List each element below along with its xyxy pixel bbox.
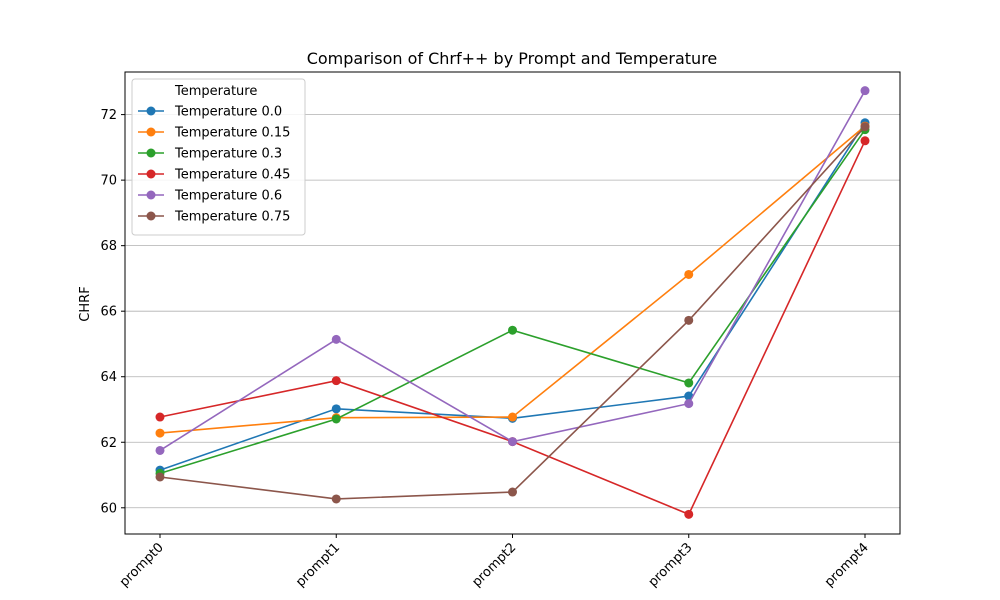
series-4 [155, 86, 870, 455]
y-axis-label: CHRF [78, 286, 93, 321]
legend-label: Temperature 0.45 [174, 168, 290, 183]
legend-item: Temperature 0.6 [138, 189, 282, 204]
data-point [684, 378, 694, 388]
data-point [508, 437, 517, 447]
legend-label: Temperature 0.0 [174, 105, 282, 120]
data-point [860, 136, 870, 146]
legend: Temperature Temperature 0.0 Temperature 0.… [131, 78, 306, 236]
x-tick-label: prompt1 [293, 540, 343, 590]
data-point [860, 86, 870, 96]
legend-item: Temperature 0.3 [138, 147, 282, 162]
legend-item: Temperature 0.15 [138, 126, 290, 141]
x-tick-label: prompt4 [822, 540, 872, 590]
x-tick-label: prompt2 [469, 540, 519, 590]
data-point [860, 122, 870, 132]
data-point [684, 399, 694, 409]
y-tick-label: 60 [100, 501, 117, 516]
legend-label: Temperature 0.75 [174, 210, 290, 225]
x-tick-label: prompt3 [646, 540, 696, 590]
chart-title: Comparison of Chrf++ by Prompt and Tempe… [307, 49, 718, 68]
y-tick-label: 64 [100, 370, 117, 385]
legend-swatch-marker [146, 211, 156, 221]
data-point [508, 325, 517, 335]
y-tick-label: 68 [100, 239, 117, 254]
data-point [684, 269, 694, 279]
data-point [155, 472, 165, 482]
data-point [155, 412, 165, 422]
data-point [331, 414, 341, 424]
legend-swatch-marker [146, 127, 156, 137]
legend-swatch-marker [146, 169, 156, 179]
legend-box [131, 78, 306, 236]
data-point [508, 487, 517, 497]
series-5 [155, 122, 870, 504]
x-axis: prompt0 prompt1 prompt2 prompt3 prompt4 [117, 534, 872, 590]
legend-label: Temperature 0.15 [174, 126, 290, 141]
legend-item: Temperature 0.75 [138, 210, 290, 225]
y-tick-label: 70 [100, 174, 117, 189]
series-layer [155, 86, 870, 519]
data-point [331, 404, 341, 414]
y-axis: 60 62 64 66 68 70 72 [100, 108, 125, 516]
data-point [508, 412, 517, 422]
legend-label: Temperature 0.3 [174, 147, 282, 162]
data-point [331, 376, 341, 386]
data-point [684, 509, 694, 519]
data-point [331, 334, 341, 344]
legend-swatch-marker [146, 148, 156, 158]
y-tick-label: 72 [100, 108, 117, 123]
legend-swatch-marker [146, 106, 156, 116]
x-tick-label: prompt0 [117, 540, 167, 590]
legend-label: Temperature 0.6 [174, 189, 282, 204]
data-point [331, 494, 341, 504]
legend-item: Temperature 0.0 [138, 105, 282, 120]
legend-swatch-marker [146, 190, 156, 200]
y-tick-label: 66 [100, 305, 117, 320]
data-point [684, 315, 694, 325]
y-tick-label: 62 [100, 436, 117, 451]
legend-item: Temperature 0.45 [138, 168, 290, 183]
data-point [155, 445, 165, 455]
legend-title: Temperature [174, 84, 257, 99]
data-point [155, 428, 165, 438]
